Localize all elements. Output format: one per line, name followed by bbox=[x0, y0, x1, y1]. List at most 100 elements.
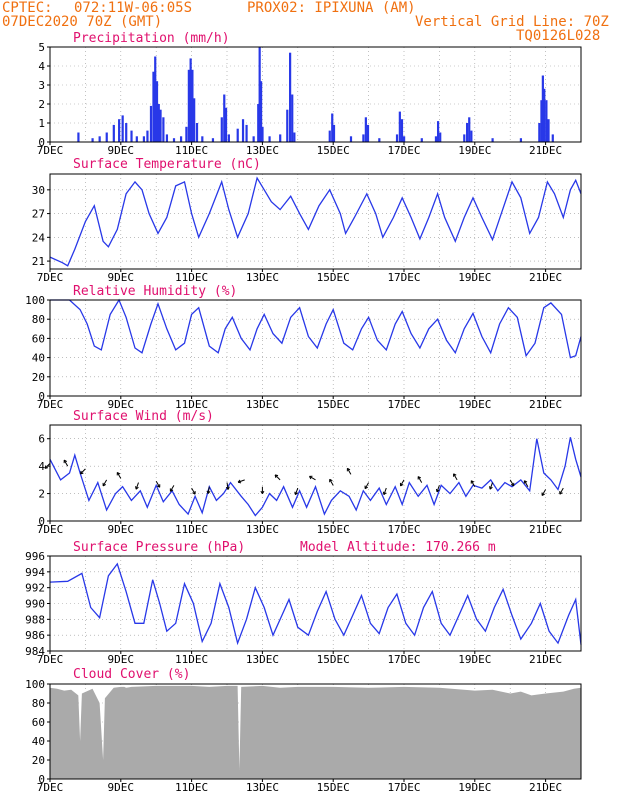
precip-bar bbox=[220, 117, 223, 142]
wind-arrow bbox=[237, 479, 245, 483]
precip-bar bbox=[193, 98, 196, 142]
y-tick-label: 5 bbox=[38, 41, 45, 54]
precip-bar bbox=[331, 113, 334, 142]
precip-bar bbox=[98, 136, 101, 142]
precip-bar bbox=[146, 130, 149, 142]
y-tick-label: 80 bbox=[32, 313, 45, 326]
precip-bar bbox=[466, 123, 469, 142]
y-tick-label: 40 bbox=[32, 352, 45, 365]
precip-bar bbox=[155, 81, 159, 142]
x-tick-label: 17DEC bbox=[387, 271, 420, 284]
y-tick-label: 60 bbox=[32, 332, 45, 345]
precip-bar bbox=[125, 123, 128, 142]
precip-bar bbox=[463, 134, 466, 142]
wind-arrow-head bbox=[346, 467, 351, 472]
panel-title: Surface Pressure (hPa) bbox=[73, 540, 245, 555]
x-tick-label: 19DEC bbox=[458, 398, 491, 411]
y-tick-label: 2 bbox=[38, 98, 45, 111]
precip-bar bbox=[135, 136, 138, 142]
precip-bar bbox=[152, 71, 155, 142]
precip-bar bbox=[224, 107, 228, 142]
series-line bbox=[50, 298, 582, 359]
wind-arrow-head bbox=[169, 488, 174, 492]
panel-title: Relative Humidity (%) bbox=[73, 284, 237, 299]
x-tick-label: 7DEC bbox=[37, 523, 64, 536]
precip-bar bbox=[172, 138, 176, 142]
header-date: 07DEC2020 70Z (GMT) bbox=[2, 14, 163, 30]
precip-bar bbox=[395, 134, 399, 142]
x-tick-label: 15DEC bbox=[317, 523, 350, 536]
wind-arrow-head bbox=[510, 482, 515, 487]
x-tick-label: 9DEC bbox=[108, 523, 135, 536]
x-tick-label: 7DEC bbox=[37, 271, 64, 284]
wind-arrow bbox=[207, 486, 210, 494]
header-label: CPTEC: bbox=[2, 0, 53, 16]
x-tick-label: 21DEC bbox=[529, 653, 562, 666]
wind-arrow-head bbox=[364, 485, 368, 490]
x-tick-label: 21DEC bbox=[529, 271, 562, 284]
y-tick-label: 0 bbox=[38, 390, 45, 403]
wind-arrow-head bbox=[470, 480, 475, 484]
header-coordinates: 072:11W-06:05S bbox=[74, 0, 193, 16]
wind-arrow bbox=[346, 468, 352, 475]
series-line bbox=[49, 562, 582, 646]
precip-bar bbox=[551, 134, 554, 142]
precip-bar bbox=[187, 69, 190, 142]
wind-arrow-head bbox=[523, 480, 528, 484]
wind-arrow-head bbox=[309, 475, 313, 480]
y-tick-label: 996 bbox=[25, 550, 45, 563]
x-tick-label: 11DEC bbox=[175, 398, 208, 411]
y-tick-label: 24 bbox=[32, 231, 46, 244]
wind-arrow bbox=[102, 479, 108, 487]
y-tick-label: 27 bbox=[32, 208, 45, 221]
precip-bar bbox=[519, 138, 523, 142]
precip-bar bbox=[252, 136, 255, 142]
panel-title: Cloud Cover (%) bbox=[73, 667, 190, 682]
x-tick-label: 13DEC bbox=[246, 653, 279, 666]
y-tick-label: 30 bbox=[32, 184, 45, 197]
header-model-code: TQ0126L028 bbox=[516, 28, 601, 44]
wind-arrow-head bbox=[102, 482, 107, 487]
y-tick-label: 0 bbox=[38, 515, 45, 528]
wind-arrow bbox=[509, 479, 515, 487]
y-tick-label: 986 bbox=[25, 629, 45, 642]
x-tick-label: 21DEC bbox=[529, 398, 562, 411]
wind-arrow bbox=[541, 489, 547, 496]
wind-arrow-head bbox=[225, 486, 230, 490]
x-tick-label: 15DEC bbox=[317, 781, 350, 794]
y-tick-label: 994 bbox=[25, 566, 45, 579]
panel-0: 0 1 2 3 4 5 7DEC 9DEC 11DEC 13DEC 15DEC 17DEC 19DEC 2… bbox=[37, 31, 582, 157]
wind-arrow bbox=[489, 482, 493, 490]
wind-arrow-head bbox=[116, 471, 121, 476]
wind-arrow bbox=[383, 487, 387, 495]
x-tick-label: 21DEC bbox=[529, 781, 562, 794]
x-tick-label: 11DEC bbox=[175, 271, 208, 284]
precip-bar bbox=[245, 124, 248, 142]
precip-bar bbox=[77, 132, 80, 142]
precip-bar bbox=[289, 52, 292, 143]
x-tick-label: 11DEC bbox=[175, 523, 208, 536]
wind-arrow-head bbox=[44, 465, 49, 469]
precip-bar bbox=[259, 81, 263, 142]
precip-bar bbox=[189, 58, 192, 142]
precip-bar bbox=[118, 119, 121, 142]
precip-bar bbox=[149, 105, 153, 142]
wind-arrow bbox=[364, 482, 370, 489]
y-tick-label: 20 bbox=[32, 371, 45, 384]
wind-arrow-head bbox=[559, 491, 563, 495]
wind-arrow-head bbox=[237, 479, 242, 484]
x-tick-label: 13DEC bbox=[246, 398, 279, 411]
panel-2: 0 20 40 60 80 100 7DEC 9DEC 11DEC 13DEC 15DEC 17DEC… bbox=[25, 284, 582, 411]
y-tick-label: 100 bbox=[25, 294, 45, 307]
wind-arrow bbox=[80, 468, 86, 475]
wind-arrow bbox=[309, 475, 316, 481]
precip-bar bbox=[293, 132, 296, 142]
precip-bar bbox=[159, 109, 162, 142]
wind-arrow-head bbox=[274, 474, 279, 478]
y-tick-label: 100 bbox=[25, 678, 45, 691]
precip-bar bbox=[154, 56, 157, 142]
y-tick-label: 20 bbox=[32, 754, 45, 767]
panel-title: Surface Temperature (nC) bbox=[73, 157, 261, 172]
precip-bar bbox=[332, 124, 336, 142]
x-tick-label: 9DEC bbox=[108, 144, 135, 157]
